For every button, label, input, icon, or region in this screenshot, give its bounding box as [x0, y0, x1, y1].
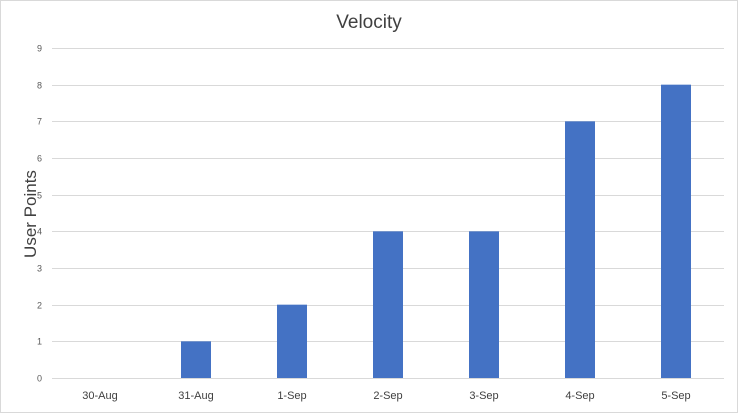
y-tick-label-6: 6: [37, 154, 42, 164]
y-tick-label-0: 0: [37, 374, 42, 384]
bar-1-Sep: [277, 304, 307, 378]
y-tick-label-7: 7: [37, 117, 42, 127]
x-axis-ticks: 30-Aug 31-Aug 1-Sep 2-Sep 3-Sep 4-Sep 5-Sep: [82, 390, 690, 402]
y-tick-label-1: 1: [37, 337, 42, 347]
bar-2-Sep: [373, 231, 403, 378]
bars: [181, 84, 691, 379]
bar-31-Aug: [181, 341, 211, 378]
bar-3-Sep: [469, 231, 499, 378]
y-tick-label-2: 2: [37, 301, 42, 311]
chart-title: Velocity: [336, 12, 402, 33]
bar-5-Sep: [661, 84, 691, 379]
y-tick-label-5: 5: [37, 191, 42, 201]
x-tick-label-31-Aug: 31-Aug: [178, 390, 213, 402]
y-tick-label-3: 3: [37, 264, 42, 274]
y-axis-ticks: 0 1 2 3 4 5 6 7 8 9: [37, 44, 42, 384]
x-tick-label-1-Sep: 1-Sep: [277, 390, 306, 402]
x-tick-label-30-Aug: 30-Aug: [82, 390, 117, 402]
y-tick-label-4: 4: [37, 227, 42, 237]
x-tick-label-5-Sep: 5-Sep: [661, 390, 690, 402]
y-tick-label-8: 8: [37, 81, 42, 91]
x-tick-label-2-Sep: 2-Sep: [373, 390, 402, 402]
gridlines: [52, 48, 724, 379]
y-tick-label-9: 9: [37, 44, 42, 54]
y-axis-label: User Points: [21, 170, 40, 258]
x-tick-label-4-Sep: 4-Sep: [565, 390, 594, 402]
bar-4-Sep: [565, 121, 595, 378]
x-tick-label-3-Sep: 3-Sep: [469, 390, 498, 402]
